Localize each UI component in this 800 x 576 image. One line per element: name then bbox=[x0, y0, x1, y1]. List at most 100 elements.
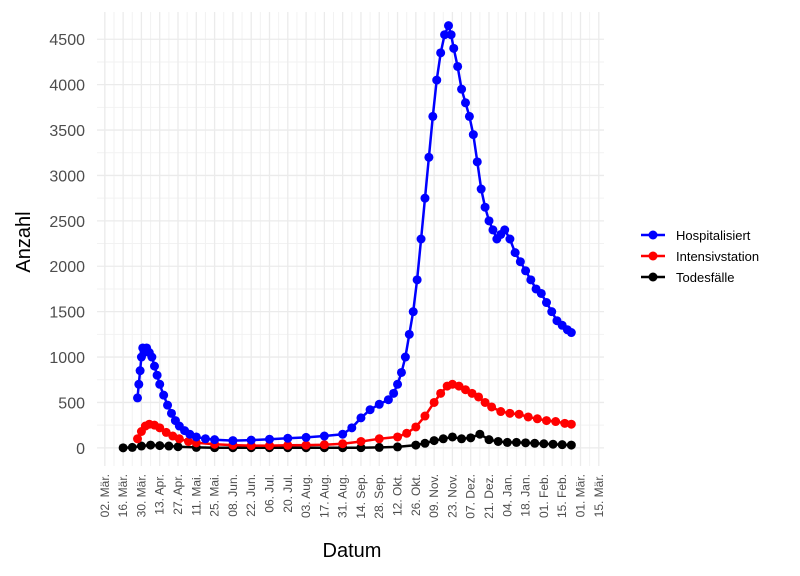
data-point bbox=[393, 432, 403, 442]
data-point bbox=[440, 30, 450, 40]
legend-label: Hospitalisiert bbox=[676, 228, 751, 243]
data-point bbox=[338, 429, 348, 439]
data-point bbox=[532, 414, 542, 424]
data-point bbox=[454, 381, 464, 391]
data-point bbox=[147, 352, 157, 362]
data-point bbox=[428, 111, 438, 121]
data-point bbox=[356, 413, 366, 423]
legend-key-point bbox=[648, 251, 658, 261]
plot-area bbox=[118, 21, 576, 453]
data-point bbox=[521, 438, 531, 448]
data-point bbox=[496, 407, 506, 417]
data-point bbox=[356, 443, 366, 453]
legend: Hospitalisiert Intensivstation Todesfälle bbox=[641, 228, 759, 285]
data-point bbox=[510, 248, 520, 258]
y-tick-label: 4000 bbox=[49, 78, 85, 95]
data-point bbox=[523, 412, 533, 422]
data-point bbox=[566, 419, 576, 429]
data-point bbox=[402, 428, 412, 438]
data-point bbox=[566, 440, 576, 450]
data-point bbox=[542, 416, 552, 426]
data-point bbox=[521, 266, 531, 276]
data-point bbox=[457, 84, 467, 94]
data-point bbox=[475, 429, 485, 439]
data-point bbox=[420, 411, 430, 421]
data-point bbox=[374, 434, 384, 444]
data-point bbox=[283, 433, 293, 443]
data-point bbox=[542, 298, 552, 308]
data-point bbox=[557, 440, 567, 450]
data-point bbox=[338, 439, 348, 449]
data-point bbox=[444, 21, 454, 31]
data-point bbox=[411, 422, 421, 432]
data-point bbox=[393, 442, 403, 452]
x-tick-label: 08. Jun. bbox=[226, 474, 240, 517]
x-axis: 02. Mär. 16. Mär. 30. Mär. 13. Apr. 27. Apr.… bbox=[98, 474, 606, 519]
data-point bbox=[152, 370, 162, 380]
x-tick-label: 20. Jul. bbox=[281, 474, 295, 513]
data-point bbox=[551, 417, 561, 427]
y-tick-label: 1000 bbox=[49, 350, 85, 367]
y-tick-label: 1500 bbox=[49, 305, 85, 322]
data-point bbox=[514, 409, 524, 419]
x-tick-label: 22. Jun. bbox=[244, 474, 258, 517]
data-point bbox=[480, 397, 490, 407]
data-point bbox=[476, 184, 486, 194]
data-point bbox=[446, 30, 456, 40]
data-point bbox=[164, 441, 174, 451]
data-point bbox=[530, 438, 540, 448]
data-point bbox=[488, 225, 498, 235]
data-point bbox=[429, 397, 439, 407]
data-point bbox=[548, 439, 558, 449]
data-point bbox=[356, 436, 366, 446]
x-tick-label: 31. Aug. bbox=[336, 474, 350, 518]
x-tick-label: 07. Dez. bbox=[464, 474, 478, 519]
data-point bbox=[183, 436, 193, 446]
x-axis-title: Datum bbox=[323, 540, 382, 562]
x-tick-label: 01. Mär. bbox=[573, 474, 587, 517]
x-tick-label: 30. Mär. bbox=[134, 474, 148, 517]
data-point bbox=[174, 434, 184, 444]
y-tick-label: 500 bbox=[58, 395, 85, 412]
data-point bbox=[468, 130, 478, 140]
data-point bbox=[511, 437, 521, 447]
data-point bbox=[505, 408, 515, 418]
x-tick-label: 15. Feb. bbox=[555, 474, 569, 518]
x-tick-label: 27. Apr. bbox=[171, 474, 185, 515]
data-point bbox=[133, 393, 143, 403]
x-tick-label: 18. Jan. bbox=[519, 474, 533, 517]
data-point bbox=[411, 440, 421, 450]
data-point bbox=[389, 388, 399, 398]
x-tick-label: 28. Sep. bbox=[372, 474, 386, 519]
data-point bbox=[484, 435, 494, 445]
data-point bbox=[200, 434, 210, 444]
data-point bbox=[374, 442, 384, 452]
data-point bbox=[146, 440, 156, 450]
data-point bbox=[436, 388, 446, 398]
y-tick-label: 3500 bbox=[49, 123, 85, 140]
data-point bbox=[173, 442, 183, 452]
data-point bbox=[228, 436, 238, 446]
data-point bbox=[283, 440, 293, 450]
data-point bbox=[480, 202, 490, 212]
x-tick-label: 14. Sep. bbox=[354, 474, 368, 519]
x-tick-label: 01. Feb. bbox=[537, 474, 551, 518]
x-tick-label: 26. Okt. bbox=[409, 474, 423, 516]
data-point bbox=[374, 399, 384, 409]
y-axis: 0 500 1000 1500 2000 2500 3000 3500 4000 4500 bbox=[49, 32, 85, 458]
data-point bbox=[155, 441, 165, 451]
data-point bbox=[429, 436, 439, 446]
data-point bbox=[246, 435, 256, 445]
x-tick-label: 11. Mai. bbox=[189, 474, 203, 516]
data-point bbox=[319, 431, 329, 441]
y-tick-label: 3000 bbox=[49, 168, 85, 185]
data-point bbox=[163, 400, 173, 410]
data-point bbox=[404, 329, 414, 339]
legend-key-point bbox=[648, 272, 658, 282]
data-point bbox=[453, 61, 463, 71]
data-point bbox=[432, 75, 442, 85]
data-point bbox=[493, 436, 503, 446]
x-tick-label: 12. Okt. bbox=[391, 474, 405, 516]
x-tick-label: 06. Jul. bbox=[262, 474, 276, 513]
